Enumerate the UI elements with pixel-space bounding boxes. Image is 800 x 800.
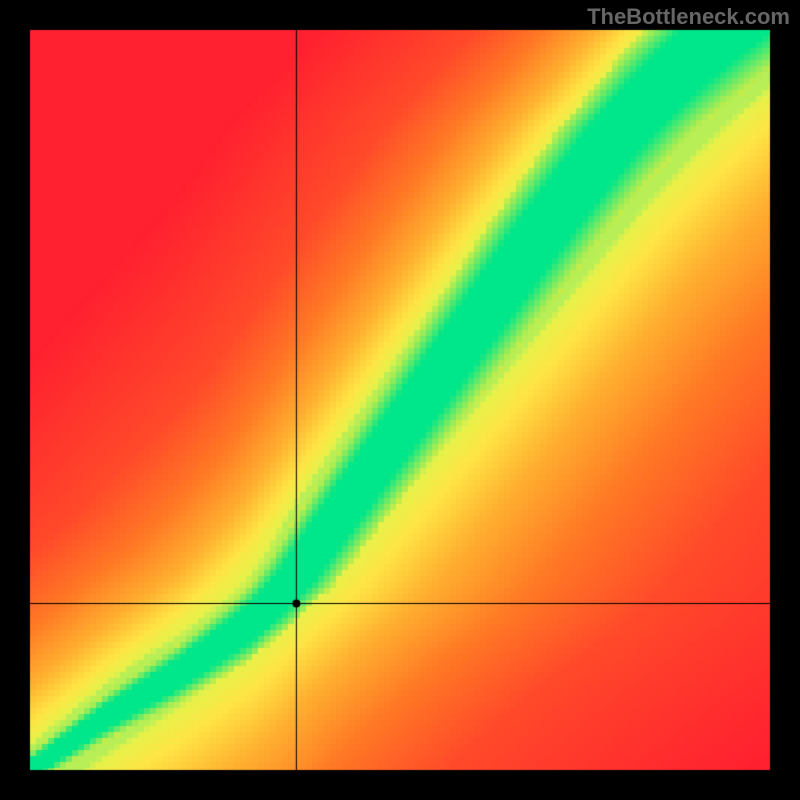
bottleneck-heatmap bbox=[0, 0, 800, 800]
chart-container: TheBottleneck.com bbox=[0, 0, 800, 800]
watermark-text: TheBottleneck.com bbox=[587, 4, 790, 30]
